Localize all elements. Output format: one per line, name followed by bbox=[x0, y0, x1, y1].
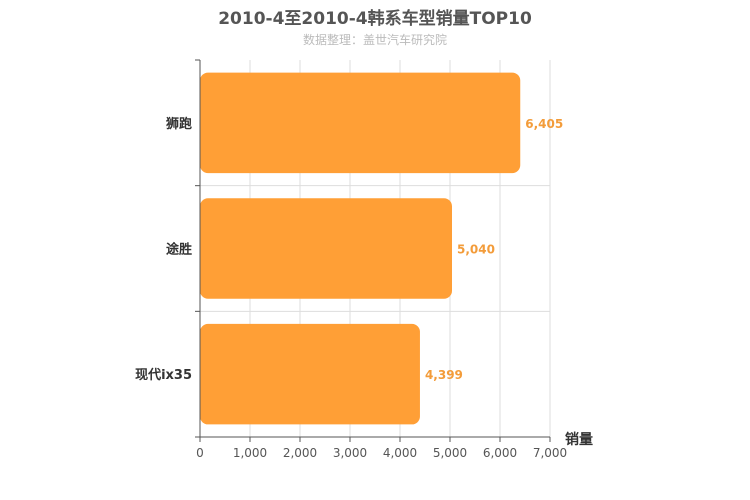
x-tick-label: 5,000 bbox=[433, 446, 467, 460]
x-tick-label: 4,000 bbox=[383, 446, 417, 460]
chart-title: 2010-4至2010-4韩系车型销量TOP10 bbox=[218, 9, 532, 29]
category-label: 现代ix35 bbox=[135, 367, 192, 383]
bar bbox=[200, 72, 521, 174]
x-tick-label: 0 bbox=[196, 446, 204, 460]
bars bbox=[200, 72, 521, 425]
x-tick-label: 3,000 bbox=[333, 446, 367, 460]
bar bbox=[200, 323, 420, 425]
x-tick-label: 2,000 bbox=[283, 446, 317, 460]
bar bbox=[200, 198, 452, 299]
x-axis-title: 销量 bbox=[565, 431, 593, 448]
x-tick-label: 7,000 bbox=[533, 446, 567, 460]
data-label: 6,405 bbox=[525, 117, 563, 131]
category-label: 途胜 bbox=[166, 242, 192, 258]
x-tick-label: 1,000 bbox=[233, 446, 267, 460]
chart-subtitle: 数据整理：盖世汽车研究院 bbox=[302, 33, 447, 47]
data-label: 5,040 bbox=[457, 243, 495, 257]
data-label: 4,399 bbox=[425, 368, 463, 382]
axes: 0 1,000 2,000 3,000 4,000 5,000 6,000 7,000 狮跑 6,… bbox=[135, 59, 567, 460]
x-tick-label: 6,000 bbox=[483, 446, 517, 460]
category-label: 狮跑 bbox=[165, 116, 192, 132]
